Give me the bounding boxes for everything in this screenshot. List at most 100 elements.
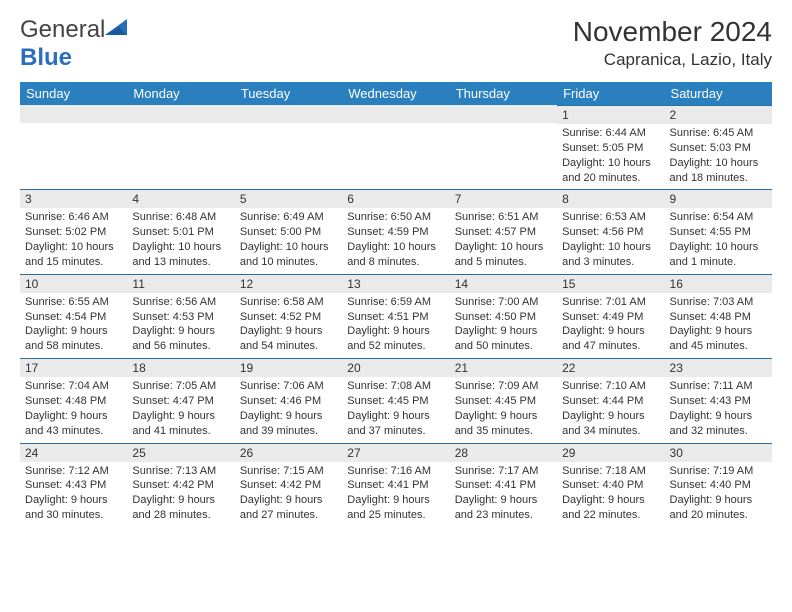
sunset-text: Sunset: 4:43 PM xyxy=(25,478,122,493)
day-body: Sunrise: 7:19 AMSunset: 4:40 PMDaylight:… xyxy=(665,462,772,527)
day-body: Sunrise: 6:45 AMSunset: 5:03 PMDaylight:… xyxy=(665,124,772,189)
day-cell: 8Sunrise: 6:53 AMSunset: 4:56 PMDaylight… xyxy=(557,189,664,273)
day-cell: 23Sunrise: 7:11 AMSunset: 4:43 PMDayligh… xyxy=(665,358,772,442)
daylight-text: Daylight: 10 hours and 15 minutes. xyxy=(25,240,122,270)
day-cell: 1Sunrise: 6:44 AMSunset: 5:05 PMDaylight… xyxy=(557,105,664,189)
day-number-row: 17Sunrise: 7:04 AMSunset: 4:48 PMDayligh… xyxy=(20,358,772,442)
day-cell: 6Sunrise: 6:50 AMSunset: 4:59 PMDaylight… xyxy=(342,189,449,273)
day-number: 24 xyxy=(20,443,127,462)
day-body: Sunrise: 6:44 AMSunset: 5:05 PMDaylight:… xyxy=(557,124,664,189)
logo-text-1: General xyxy=(20,16,105,43)
daylight-text: Daylight: 9 hours and 28 minutes. xyxy=(132,493,229,523)
sunrise-text: Sunrise: 7:03 AM xyxy=(670,295,767,310)
day-number: 5 xyxy=(235,189,342,208)
sunset-text: Sunset: 4:52 PM xyxy=(240,310,337,325)
sunset-text: Sunset: 5:03 PM xyxy=(670,141,767,156)
daylight-text: Daylight: 9 hours and 47 minutes. xyxy=(562,324,659,354)
day-number-row: 10Sunrise: 6:55 AMSunset: 4:54 PMDayligh… xyxy=(20,274,772,358)
sunrise-text: Sunrise: 6:53 AM xyxy=(562,210,659,225)
sunset-text: Sunset: 4:50 PM xyxy=(455,310,552,325)
daylight-text: Daylight: 9 hours and 27 minutes. xyxy=(240,493,337,523)
day-body: Sunrise: 6:50 AMSunset: 4:59 PMDaylight:… xyxy=(342,208,449,273)
sunrise-text: Sunrise: 6:44 AM xyxy=(562,126,659,141)
daylight-text: Daylight: 9 hours and 52 minutes. xyxy=(347,324,444,354)
empty-day-strip xyxy=(127,105,234,123)
daylight-text: Daylight: 9 hours and 32 minutes. xyxy=(670,409,767,439)
day-cell: 7Sunrise: 6:51 AMSunset: 4:57 PMDaylight… xyxy=(450,189,557,273)
day-body: Sunrise: 6:51 AMSunset: 4:57 PMDaylight:… xyxy=(450,208,557,273)
sunrise-text: Sunrise: 6:51 AM xyxy=(455,210,552,225)
day-body: Sunrise: 7:03 AMSunset: 4:48 PMDaylight:… xyxy=(665,293,772,358)
sunset-text: Sunset: 5:00 PM xyxy=(240,225,337,240)
day-cell: 12 Sunrise: 6:58 AMSunset: 4:52 PMDayligh… xyxy=(235,274,342,358)
daylight-text: Daylight: 10 hours and 3 minutes. xyxy=(562,240,659,270)
day-cell: 30Sunrise: 7:19 AMSunset: 4:40 PMDayligh… xyxy=(665,443,772,527)
day-number: 12 xyxy=(235,274,342,293)
day-cell: 3Sunrise: 6:46 AMSunset: 5:02 PMDaylight… xyxy=(20,189,127,273)
day-body: Sunrise: 6:56 AMSunset: 4:53 PMDaylight:… xyxy=(127,293,234,358)
day-cell: 21Sunrise: 7:09 AMSunset: 4:45 PMDayligh… xyxy=(450,358,557,442)
calendar-body: 1Sunrise: 6:44 AMSunset: 5:05 PMDaylight… xyxy=(20,105,772,527)
daylight-text: Daylight: 9 hours and 54 minutes. xyxy=(240,324,337,354)
sunrise-text: Sunrise: 7:09 AM xyxy=(455,379,552,394)
day-number: 10 xyxy=(20,274,127,293)
day-number-row: 1Sunrise: 6:44 AMSunset: 5:05 PMDaylight… xyxy=(20,105,772,189)
day-cell: 16Sunrise: 7:03 AMSunset: 4:48 PMDayligh… xyxy=(665,274,772,358)
sunset-text: Sunset: 4:54 PM xyxy=(25,310,122,325)
weekday-header: Saturday xyxy=(665,82,772,105)
daylight-text: Daylight: 9 hours and 43 minutes. xyxy=(25,409,122,439)
sunset-text: Sunset: 4:41 PM xyxy=(347,478,444,493)
day-body: Sunrise: 7:09 AMSunset: 4:45 PMDaylight:… xyxy=(450,377,557,442)
daylight-text: Daylight: 10 hours and 1 minute. xyxy=(670,240,767,270)
sunrise-text: Sunrise: 7:12 AM xyxy=(25,464,122,479)
day-cell: 2Sunrise: 6:45 AMSunset: 5:03 PMDaylight… xyxy=(665,105,772,189)
day-cell: 17Sunrise: 7:04 AMSunset: 4:48 PMDayligh… xyxy=(20,358,127,442)
daylight-text: Daylight: 10 hours and 5 minutes. xyxy=(455,240,552,270)
sunset-text: Sunset: 4:56 PM xyxy=(562,225,659,240)
day-cell: 26Sunrise: 7:15 AMSunset: 4:42 PMDayligh… xyxy=(235,443,342,527)
sunrise-text: Sunrise: 6:54 AM xyxy=(670,210,767,225)
sunrise-text: Sunrise: 7:18 AM xyxy=(562,464,659,479)
day-body: Sunrise: 6:49 AMSunset: 5:00 PMDaylight:… xyxy=(235,208,342,273)
sunrise-text: Sunrise: 7:19 AM xyxy=(670,464,767,479)
sunrise-text: Sunrise: 7:01 AM xyxy=(562,295,659,310)
day-body: Sunrise: 6:54 AMSunset: 4:55 PMDaylight:… xyxy=(665,208,772,273)
sunset-text: Sunset: 4:45 PM xyxy=(455,394,552,409)
empty-day-strip xyxy=(450,105,557,123)
sunset-text: Sunset: 4:51 PM xyxy=(347,310,444,325)
day-number: 20 xyxy=(342,358,449,377)
day-body: Sunrise: 7:16 AMSunset: 4:41 PMDaylight:… xyxy=(342,462,449,527)
sunrise-text: Sunrise: 6:45 AM xyxy=(670,126,767,141)
sunrise-text: Sunrise: 7:17 AM xyxy=(455,464,552,479)
logo: GeneralBlue xyxy=(20,16,129,72)
empty-day-strip xyxy=(20,105,127,123)
sunset-text: Sunset: 4:53 PM xyxy=(132,310,229,325)
daylight-text: Daylight: 10 hours and 13 minutes. xyxy=(132,240,229,270)
sunrise-text: Sunrise: 7:00 AM xyxy=(455,295,552,310)
day-number: 17 xyxy=(20,358,127,377)
day-body: Sunrise: 7:10 AMSunset: 4:44 PMDaylight:… xyxy=(557,377,664,442)
day-number: 11 xyxy=(127,274,234,293)
daylight-text: Daylight: 9 hours and 30 minutes. xyxy=(25,493,122,523)
weekday-header: Wednesday xyxy=(342,82,449,105)
sunrise-text: Sunrise: 6:58 AM xyxy=(240,295,337,310)
daylight-text: Daylight: 9 hours and 37 minutes. xyxy=(347,409,444,439)
empty-day-strip xyxy=(235,105,342,123)
day-cell: 5Sunrise: 6:49 AMSunset: 5:00 PMDaylight… xyxy=(235,189,342,273)
day-cell xyxy=(20,105,127,189)
day-number: 7 xyxy=(450,189,557,208)
sunset-text: Sunset: 4:45 PM xyxy=(347,394,444,409)
day-body: Sunrise: 6:53 AMSunset: 4:56 PMDaylight:… xyxy=(557,208,664,273)
day-body: Sunrise: 7:17 AMSunset: 4:41 PMDaylight:… xyxy=(450,462,557,527)
weekday-header: Thursday xyxy=(450,82,557,105)
sunset-text: Sunset: 4:43 PM xyxy=(670,394,767,409)
day-cell: 22Sunrise: 7:10 AMSunset: 4:44 PMDayligh… xyxy=(557,358,664,442)
daylight-text: Daylight: 10 hours and 18 minutes. xyxy=(670,156,767,186)
daylight-text: Daylight: 9 hours and 34 minutes. xyxy=(562,409,659,439)
sunset-text: Sunset: 4:41 PM xyxy=(455,478,552,493)
day-cell xyxy=(127,105,234,189)
day-body: Sunrise: 7:13 AMSunset: 4:42 PMDaylight:… xyxy=(127,462,234,527)
day-cell: 19Sunrise: 7:06 AMSunset: 4:46 PMDayligh… xyxy=(235,358,342,442)
day-cell: 25Sunrise: 7:13 AMSunset: 4:42 PMDayligh… xyxy=(127,443,234,527)
sunset-text: Sunset: 4:40 PM xyxy=(670,478,767,493)
